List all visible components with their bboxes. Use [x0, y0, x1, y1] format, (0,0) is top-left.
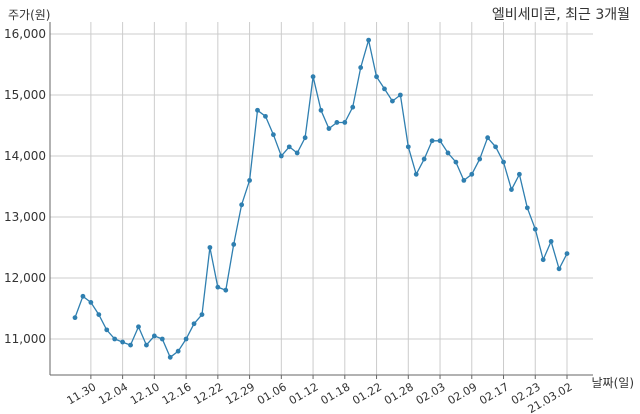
data-point	[556, 266, 562, 272]
data-point	[270, 132, 276, 138]
data-point	[382, 86, 387, 92]
x-tick-label: 12.04	[96, 380, 130, 407]
data-point	[524, 205, 530, 211]
y-tick-label: 13,000	[4, 210, 46, 224]
data-point	[286, 144, 292, 150]
data-point	[326, 126, 332, 131]
data-point	[294, 150, 300, 156]
data-point	[191, 321, 197, 327]
data-point	[88, 300, 94, 305]
data-point	[413, 171, 419, 177]
x-tick-label: 12.29	[223, 380, 257, 407]
y-tick-label: 11,000	[4, 332, 46, 346]
x-axis-label: 날짜(일)	[591, 376, 634, 390]
data-point	[461, 178, 467, 183]
x-tick-label: 01.22	[350, 380, 384, 407]
data-point	[390, 98, 395, 104]
data-point	[278, 153, 284, 159]
data-point	[310, 74, 316, 80]
data-point	[183, 336, 189, 342]
data-point	[263, 113, 268, 119]
data-point	[112, 336, 118, 342]
data-point	[104, 327, 110, 333]
data-point	[144, 342, 149, 348]
x-tick-label: 01.18	[319, 380, 353, 407]
data-point	[80, 293, 86, 299]
y-tick-label: 12,000	[4, 271, 46, 285]
data-point	[151, 333, 157, 339]
data-point	[302, 135, 308, 141]
data-point	[540, 257, 546, 263]
data-point	[350, 104, 356, 110]
data-point	[453, 159, 459, 165]
data-point	[405, 144, 411, 150]
data-point	[477, 156, 483, 162]
data-point	[136, 324, 141, 330]
data-point	[366, 37, 372, 43]
y-tick-label: 15,000	[4, 88, 46, 102]
data-point	[231, 242, 237, 247]
data-point	[509, 187, 514, 192]
x-tick-label: 12.22	[192, 380, 226, 407]
data-point	[374, 74, 379, 80]
data-point	[532, 226, 538, 232]
data-point	[96, 312, 102, 317]
series-line	[74, 39, 568, 359]
y-tick-label: 14,000	[4, 149, 46, 163]
data-point	[120, 339, 126, 345]
x-tick-label: 01.06	[255, 380, 289, 407]
data-point	[215, 284, 221, 290]
x-tick-label: 12.10	[128, 380, 162, 407]
data-point	[334, 120, 340, 125]
data-point	[199, 312, 205, 317]
data-point	[342, 120, 348, 125]
data-point	[358, 65, 364, 70]
data-point	[485, 135, 491, 141]
x-tick-label: 12.16	[160, 380, 194, 407]
data-point	[397, 92, 403, 98]
data-point	[548, 239, 554, 244]
data-point	[223, 287, 229, 293]
data-point	[437, 138, 443, 144]
data-point	[239, 202, 245, 208]
data-point	[318, 107, 324, 113]
data-point	[207, 245, 213, 250]
data-point	[421, 156, 427, 162]
y-tick-label: 16,000	[4, 27, 46, 41]
data-point	[445, 150, 451, 156]
data-point	[247, 178, 252, 183]
data-point	[429, 138, 435, 144]
data-point	[159, 336, 165, 342]
data-point	[128, 342, 133, 348]
data-point	[469, 171, 475, 177]
x-tick-label: 11.30	[65, 380, 99, 407]
x-tick-label: 02.09	[445, 380, 479, 407]
data-point	[501, 159, 506, 165]
x-tick-label: 02.17	[477, 380, 511, 407]
data-point	[255, 107, 260, 113]
data-point	[167, 354, 173, 360]
x-tick-label: 01.12	[287, 380, 321, 407]
data-point	[72, 315, 78, 321]
data-point	[493, 144, 498, 150]
x-tick-label: 02.03	[414, 380, 448, 407]
x-tick-label: 01.28	[382, 380, 416, 407]
data-point	[516, 171, 522, 177]
data-point	[175, 348, 181, 354]
y-axis-label: 주가(원)	[8, 8, 51, 22]
data-point	[564, 251, 570, 256]
chart-title: 엘비세미콘, 최근 3개월	[491, 7, 630, 23]
